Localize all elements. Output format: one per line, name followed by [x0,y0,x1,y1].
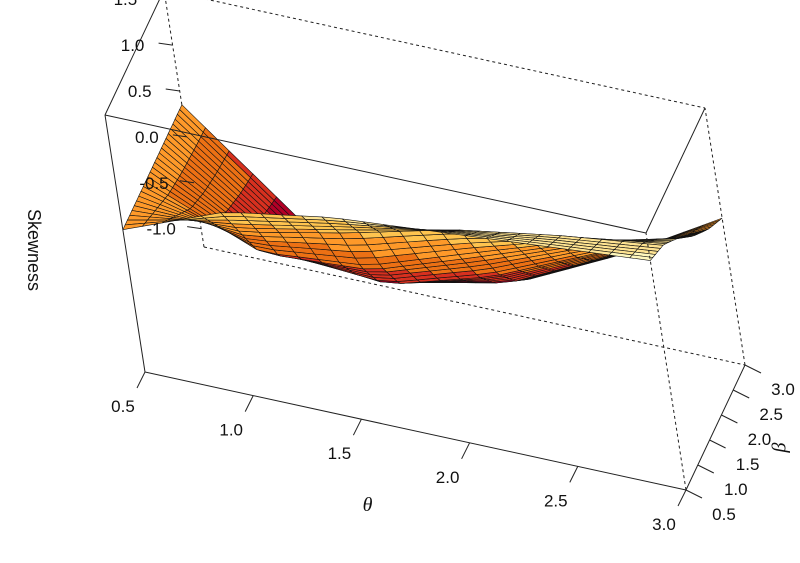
surface-facet [378,230,404,238]
theta-tick [461,442,471,460]
beta-tick-label: 1.0 [724,480,748,499]
z-tick-label: 0.5 [128,82,152,101]
theta-tick-label: 0.5 [111,397,135,416]
theta-tick-label: 1.0 [219,421,243,440]
box-edge [104,114,647,234]
beta-tick [732,389,750,399]
z-tick-label: -0.5 [139,174,168,193]
z-tick-label: 1.0 [121,36,145,55]
beta-tick-label: 1.5 [736,455,760,474]
surface-facet [466,237,492,244]
theta-tick [136,371,146,389]
beta-tick-label: 0.5 [712,505,736,524]
box-edge [104,0,160,116]
box-hidden-edge [207,0,706,109]
z-tick [172,134,187,138]
z-tick [187,226,202,230]
theta-tick-label: 3.0 [652,515,676,534]
box-edge [685,364,746,491]
surface-facet [335,229,361,234]
z-tick [165,88,180,92]
beta-tick-label: 3.0 [771,380,795,399]
box-edge [645,107,706,234]
theta-tick-label: 1.5 [328,444,352,463]
axes: 0.5 1.0 1.5 2.0 2.5 3.0 θ 0.5 1.0 1.5 2.0 2.5 3.0 β -1… [24,0,795,534]
surface [122,104,723,284]
z-tick [158,42,173,46]
skewness-axis-title: Skewness [24,209,44,291]
box-hidden-edge [203,246,746,366]
beta-tick-label: 2.5 [759,405,783,424]
z-tick-label: -1.0 [146,220,175,239]
theta-tick [352,418,362,436]
box-edge [704,107,746,366]
surface-facet [358,263,384,270]
box-edge [645,232,687,491]
plot-box-front [104,0,746,491]
beta-axis-title: β [769,442,791,453]
surface-facet [362,268,388,273]
beta-tick [685,489,703,499]
beta-tick [709,439,726,449]
z-tick-label: 0.0 [135,128,159,147]
surface-facet [300,215,327,221]
theta-tick-label: 2.0 [436,468,460,487]
theta-axis-title: θ [363,494,373,516]
surface-facet [398,230,424,237]
beta-tick [744,364,762,374]
theta-tick [244,395,254,412]
beta-tick [697,464,715,474]
surface-facet [629,254,654,261]
z-tick-label: 1.5 [114,0,138,9]
theta-tick [569,466,579,483]
theta-tick-label: 2.5 [544,491,568,510]
theta-tick [677,489,687,507]
surface-facet [358,231,384,239]
surface-facet [280,214,307,220]
box-edge [104,114,146,373]
box-edge [144,371,687,491]
beta-tick [721,414,738,424]
z-tick [179,180,195,184]
surface-facet [355,229,381,233]
beta-tick-label: 2.0 [748,430,772,449]
